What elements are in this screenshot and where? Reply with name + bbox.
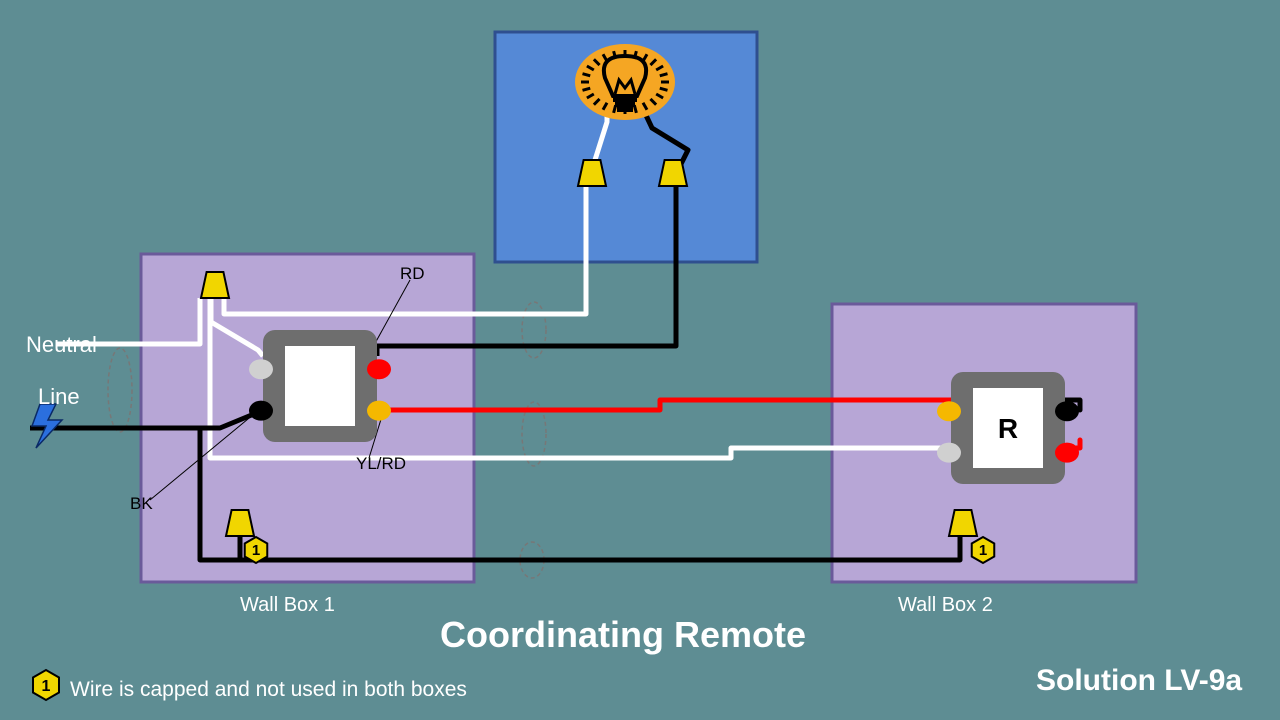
svg-text:1: 1	[42, 678, 51, 695]
label-footnote: Wire is capped and not used in both boxe…	[70, 678, 467, 702]
svg-text:1: 1	[979, 542, 987, 559]
svg-text:1: 1	[252, 542, 260, 559]
terminal	[367, 359, 391, 379]
terminal	[937, 443, 961, 463]
svg-text:R: R	[998, 413, 1018, 444]
label-line: Line	[38, 384, 80, 410]
label-title: Coordinating Remote	[440, 614, 806, 656]
label-wb1: Wall Box 1	[240, 594, 335, 617]
terminal	[1055, 401, 1079, 421]
label-neutral: Neutral	[26, 332, 97, 358]
terminal	[937, 401, 961, 421]
sw2: R	[937, 372, 1079, 484]
terminal	[249, 359, 273, 379]
wire-nut	[659, 160, 687, 186]
sw1	[249, 330, 391, 442]
label-bk: BK	[130, 494, 153, 514]
terminal	[249, 401, 273, 421]
terminal	[367, 401, 391, 421]
wire-nut	[578, 160, 606, 186]
cable-sheath	[108, 348, 132, 432]
cable-sheath	[522, 302, 546, 358]
bulb-icon	[575, 44, 675, 120]
terminal	[1055, 443, 1079, 463]
label-ylrd: YL/RD	[356, 454, 406, 474]
label-rd: RD	[400, 264, 425, 284]
label-solution: Solution LV-9a	[1036, 664, 1242, 698]
label-wb2: Wall Box 2	[898, 594, 993, 617]
wire-nut	[201, 272, 229, 298]
